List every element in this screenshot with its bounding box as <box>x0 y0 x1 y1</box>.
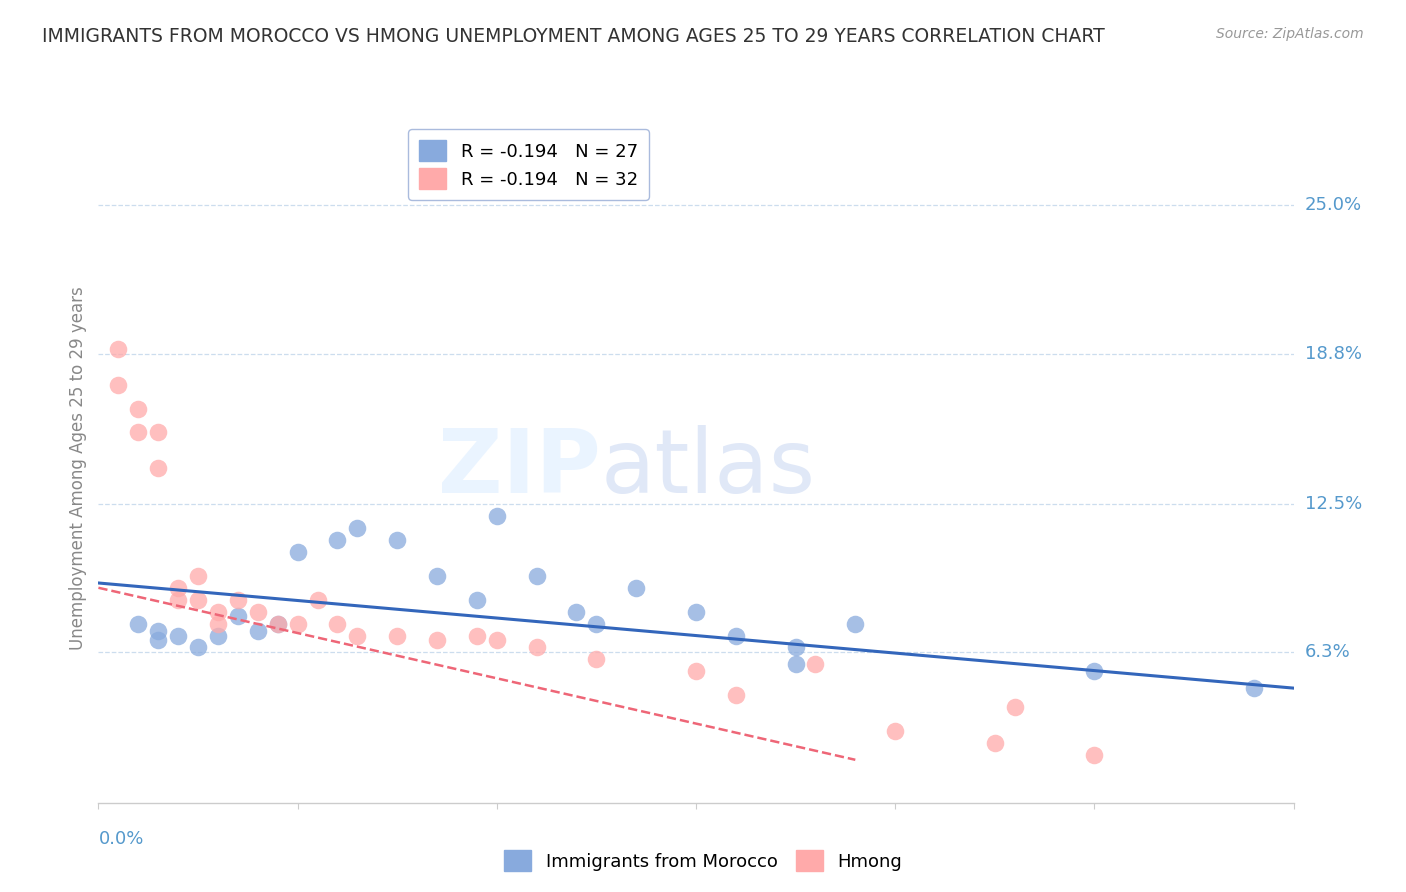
Text: 12.5%: 12.5% <box>1305 495 1362 513</box>
Point <box>485 633 508 648</box>
Legend: R = -0.194   N = 27, R = -0.194   N = 32: R = -0.194 N = 27, R = -0.194 N = 32 <box>409 129 648 200</box>
Point <box>526 569 548 583</box>
Text: 6.3%: 6.3% <box>1305 643 1350 661</box>
Point <box>246 605 269 619</box>
Point <box>127 401 149 416</box>
Point <box>148 461 170 475</box>
Point <box>526 640 548 655</box>
Point <box>426 633 449 648</box>
Point <box>148 633 170 648</box>
Point <box>187 592 209 607</box>
Text: 18.8%: 18.8% <box>1305 344 1361 363</box>
Point <box>465 592 488 607</box>
Point <box>983 736 1005 750</box>
Point <box>267 616 290 631</box>
Point <box>884 724 907 739</box>
Point <box>426 569 449 583</box>
Point <box>148 425 170 440</box>
Point <box>307 592 329 607</box>
Text: Source: ZipAtlas.com: Source: ZipAtlas.com <box>1216 27 1364 41</box>
Point <box>287 616 309 631</box>
Point <box>804 657 827 672</box>
Point <box>326 533 349 547</box>
Point <box>485 509 508 524</box>
Point <box>624 581 647 595</box>
Text: ZIP: ZIP <box>437 425 600 512</box>
Point <box>565 605 588 619</box>
Point <box>207 605 229 619</box>
Point <box>724 688 747 702</box>
Point <box>267 616 290 631</box>
Point <box>685 665 707 679</box>
Point <box>167 628 190 642</box>
Point <box>585 616 607 631</box>
Point <box>207 616 229 631</box>
Point <box>127 425 149 440</box>
Point <box>107 377 129 392</box>
Point <box>465 628 488 642</box>
Point <box>385 628 409 642</box>
Text: 25.0%: 25.0% <box>1305 196 1362 214</box>
Point <box>585 652 607 666</box>
Point <box>1243 681 1265 695</box>
Point <box>187 569 209 583</box>
Point <box>167 581 190 595</box>
Point <box>326 616 349 631</box>
Point <box>148 624 170 638</box>
Y-axis label: Unemployment Among Ages 25 to 29 years: Unemployment Among Ages 25 to 29 years <box>69 286 87 650</box>
Point <box>226 592 249 607</box>
Point <box>724 628 747 642</box>
Point <box>207 628 229 642</box>
Point <box>385 533 409 547</box>
Point <box>226 609 249 624</box>
Legend: Immigrants from Morocco, Hmong: Immigrants from Morocco, Hmong <box>496 843 910 879</box>
Point <box>187 640 209 655</box>
Text: atlas: atlas <box>600 425 815 512</box>
Point <box>685 605 707 619</box>
Point <box>346 628 368 642</box>
Text: 0.0%: 0.0% <box>98 830 143 847</box>
Point <box>1083 747 1105 762</box>
Text: IMMIGRANTS FROM MOROCCO VS HMONG UNEMPLOYMENT AMONG AGES 25 TO 29 YEARS CORRELAT: IMMIGRANTS FROM MOROCCO VS HMONG UNEMPLO… <box>42 27 1105 45</box>
Point <box>785 640 807 655</box>
Point <box>167 592 190 607</box>
Point <box>127 616 149 631</box>
Point <box>844 616 866 631</box>
Point <box>346 521 368 535</box>
Point <box>1083 665 1105 679</box>
Point <box>107 342 129 356</box>
Point <box>287 545 309 559</box>
Point <box>246 624 269 638</box>
Point <box>785 657 807 672</box>
Point <box>1004 700 1026 714</box>
